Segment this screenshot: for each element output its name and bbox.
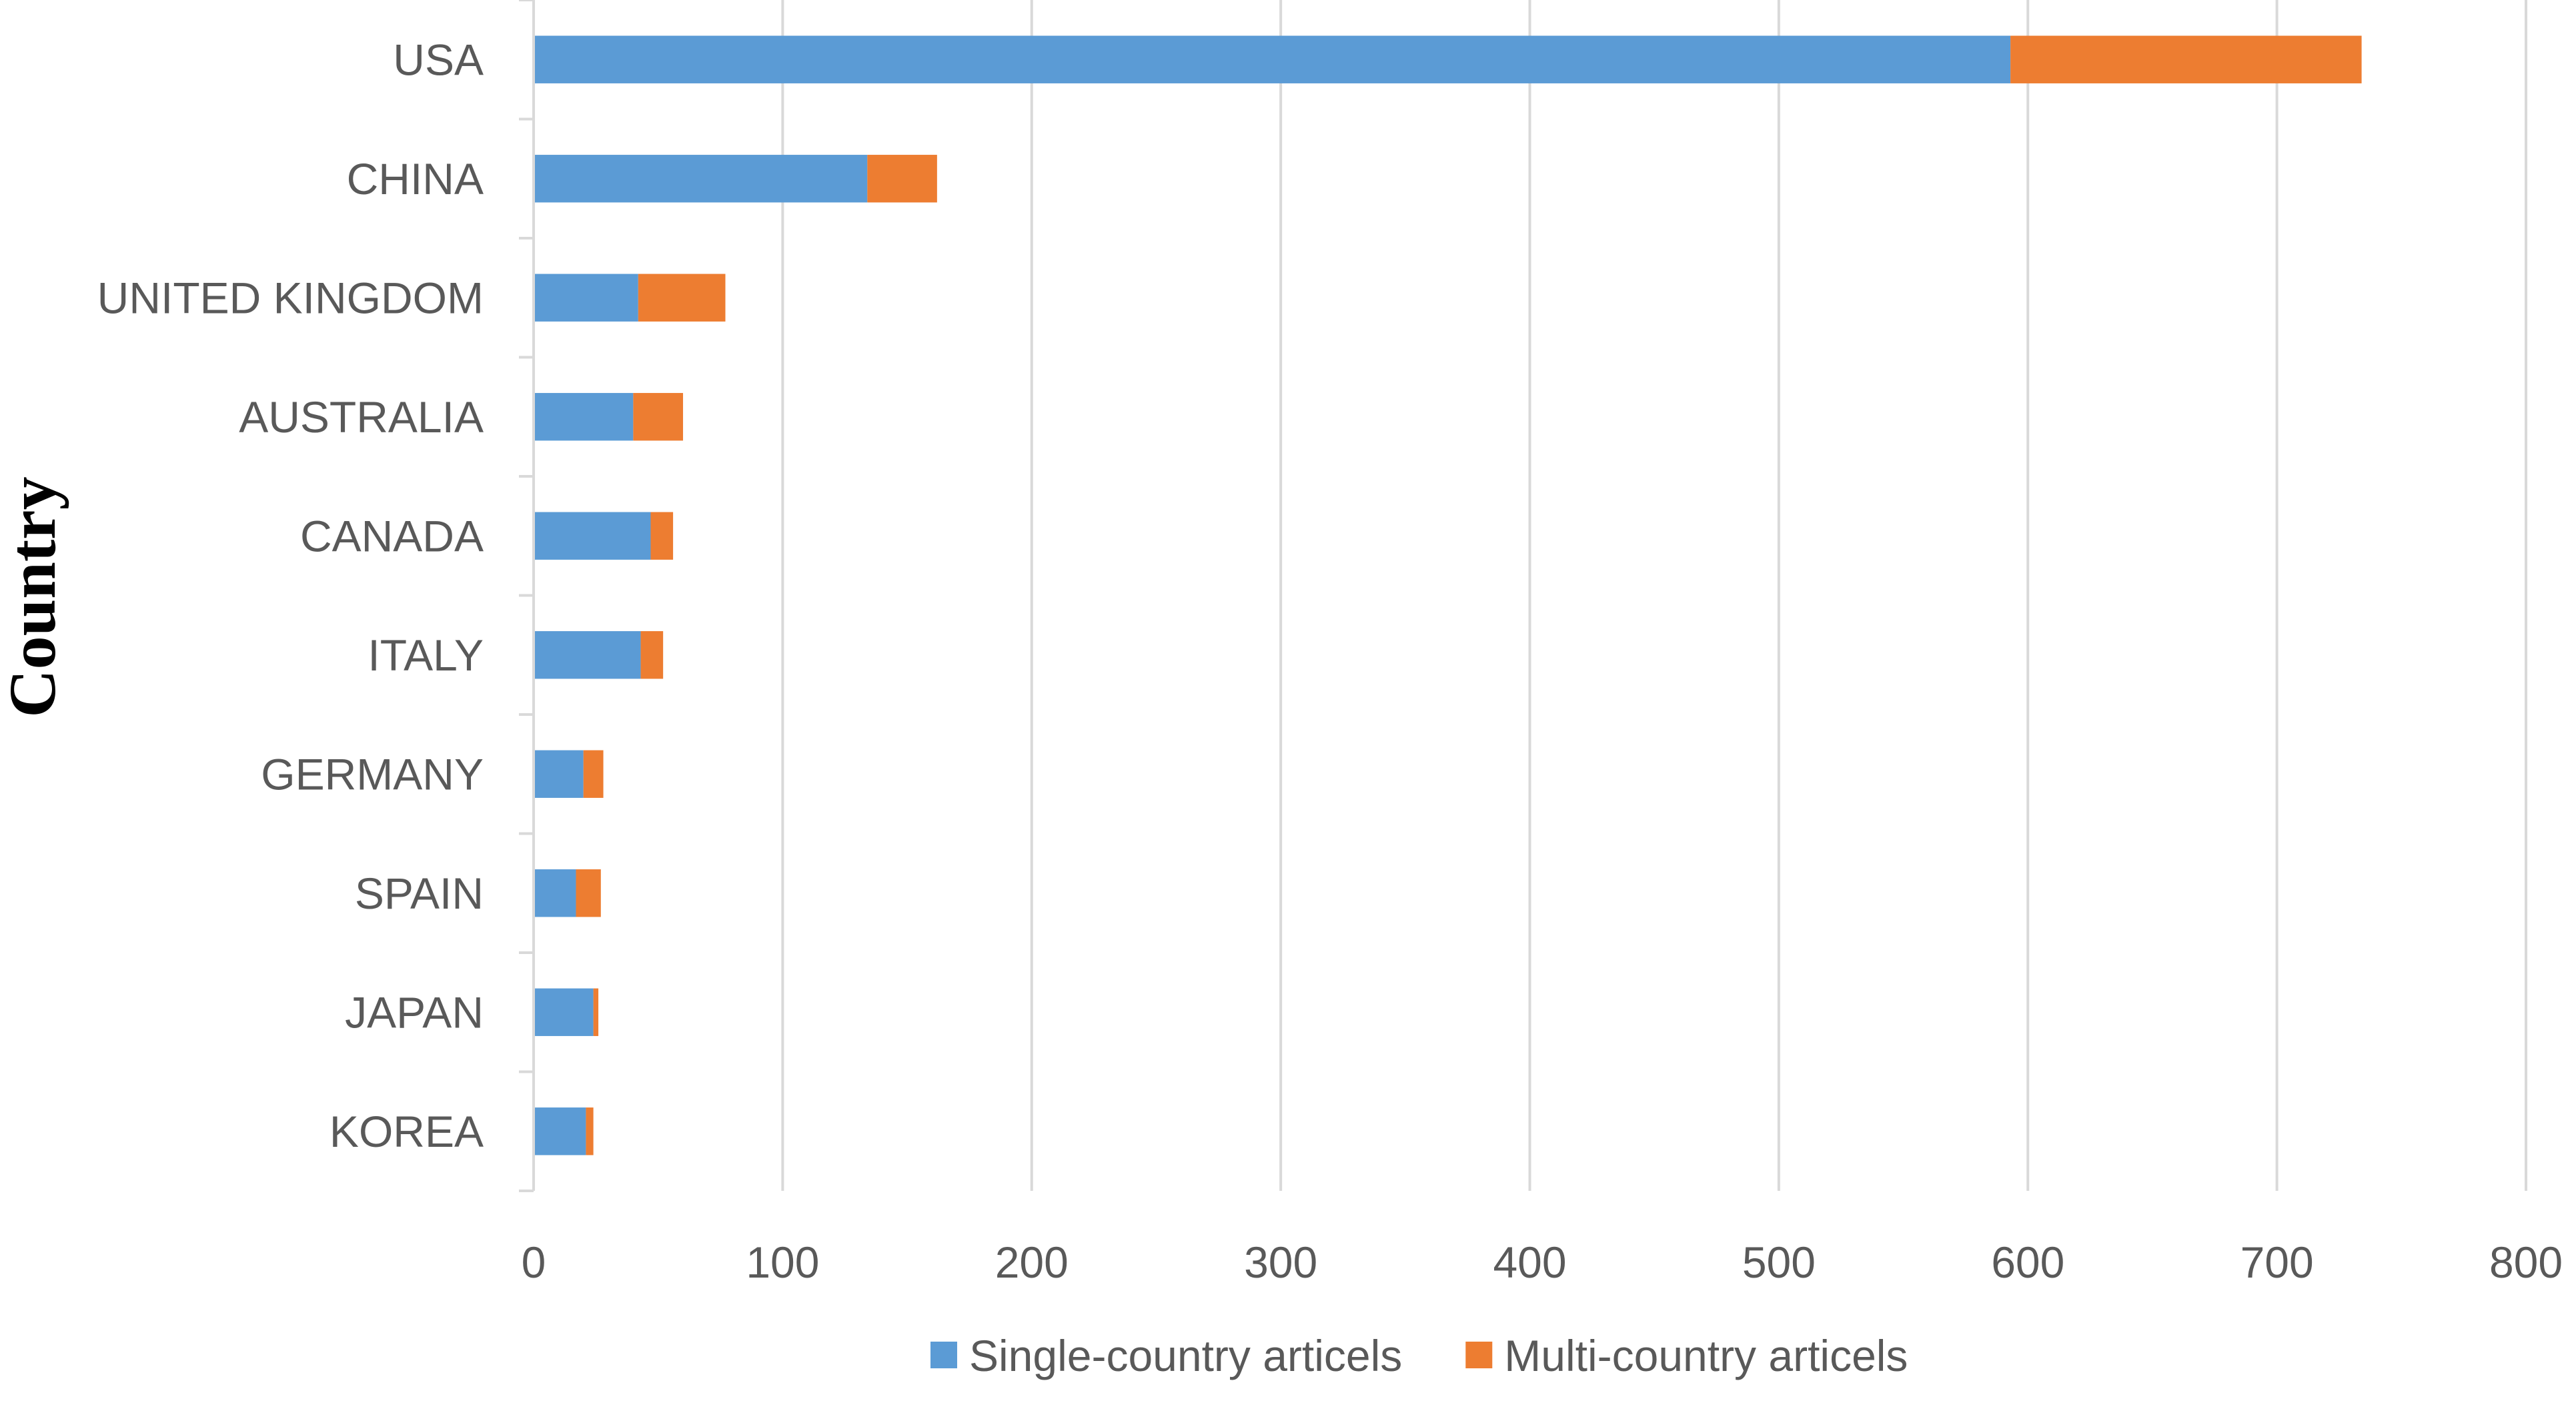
category-label: ITALY bbox=[368, 630, 484, 680]
bar-segment bbox=[583, 750, 604, 798]
gridlines bbox=[781, 0, 2527, 1191]
bar-segment bbox=[534, 988, 594, 1036]
x-tick-label: 100 bbox=[746, 1238, 819, 1287]
bar-segment bbox=[534, 631, 641, 679]
category-label: SPAIN bbox=[355, 869, 484, 918]
x-tick-label: 500 bbox=[1742, 1238, 1816, 1287]
bar-segment bbox=[534, 512, 651, 560]
bar-segment bbox=[593, 988, 599, 1036]
legend-swatch bbox=[1465, 1342, 1493, 1368]
y-axis-title: Country bbox=[0, 476, 69, 717]
category-label: KOREA bbox=[330, 1107, 484, 1156]
x-tick-label: 0 bbox=[522, 1238, 546, 1287]
x-tick-label: 800 bbox=[2489, 1238, 2563, 1287]
bar-segment bbox=[586, 1107, 594, 1155]
bar-segment bbox=[867, 155, 937, 203]
bar-segment bbox=[640, 631, 664, 679]
legend-label: Single-country articels bbox=[969, 1331, 1402, 1380]
category-label: GERMANY bbox=[261, 749, 484, 799]
category-axis bbox=[519, 0, 535, 1192]
bars bbox=[534, 35, 2362, 1155]
x-tick-label: 600 bbox=[1991, 1238, 2064, 1287]
category-label: CANADA bbox=[300, 511, 484, 560]
bar-segment bbox=[534, 274, 638, 322]
category-labels: USA CHINA UNITED KINGDOM AUSTRALIA CANADA ITA… bbox=[97, 35, 484, 1156]
category-label: USA bbox=[393, 35, 484, 84]
bar-segment bbox=[576, 869, 601, 917]
category-label: CHINA bbox=[347, 154, 484, 203]
x-tick-label: 200 bbox=[995, 1238, 1069, 1287]
bar-segment bbox=[534, 869, 576, 917]
legend: Single-country articels Multi-country art… bbox=[930, 1331, 1908, 1380]
bar-segment bbox=[633, 393, 684, 441]
bar-segment bbox=[534, 393, 634, 441]
legend-label: Multi-country articels bbox=[1504, 1331, 1908, 1380]
category-label: AUSTRALIA bbox=[239, 392, 484, 442]
bar-segment bbox=[534, 35, 2011, 83]
value-axis-ticks: 0 100 200 300 400 500 600 700 800 bbox=[522, 1238, 2563, 1287]
bar-segment bbox=[534, 155, 868, 203]
bar-segment bbox=[534, 750, 584, 798]
bar-segment bbox=[534, 1107, 586, 1155]
category-label: JAPAN bbox=[345, 987, 484, 1037]
category-label: UNITED KINGDOM bbox=[97, 273, 484, 322]
x-tick-label: 700 bbox=[2240, 1238, 2314, 1287]
x-tick-label: 300 bbox=[1244, 1238, 1317, 1287]
legend-swatch bbox=[930, 1342, 957, 1368]
bar-segment bbox=[638, 274, 726, 322]
bar-segment bbox=[650, 512, 674, 560]
x-tick-label: 400 bbox=[1493, 1238, 1566, 1287]
bar-segment bbox=[2010, 35, 2362, 83]
